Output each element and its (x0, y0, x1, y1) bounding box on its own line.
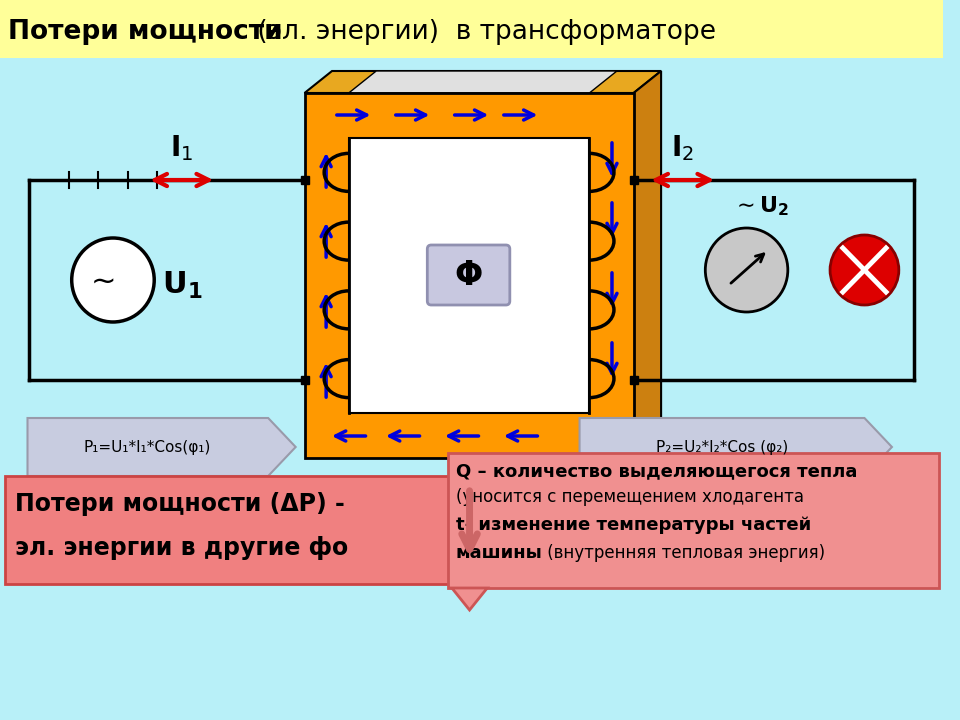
Circle shape (72, 238, 155, 322)
Text: P₂=U₂*I₂*Cos (φ₂): P₂=U₂*I₂*Cos (φ₂) (656, 439, 788, 454)
Text: ~: ~ (90, 268, 116, 297)
Polygon shape (452, 588, 488, 610)
Text: Потери мощности (ΔP) -: Потери мощности (ΔP) - (14, 492, 345, 516)
Polygon shape (304, 71, 661, 93)
Circle shape (706, 228, 788, 312)
Bar (448, 453, 939, 588)
Polygon shape (634, 71, 661, 458)
Text: (эл. энергии)  в трансформаторе: (эл. энергии) в трансформаторе (249, 19, 715, 45)
FancyBboxPatch shape (427, 245, 510, 305)
Polygon shape (28, 418, 296, 476)
Text: $\mathbf{U_1}$: $\mathbf{U_1}$ (162, 269, 203, 300)
Text: машины: машины (456, 544, 542, 562)
Text: t- изменение температуры частей: t- изменение температуры частей (456, 516, 811, 534)
Bar (5, 476, 453, 584)
Text: (внутренняя тепловая энергия): (внутренняя тепловая энергия) (542, 544, 826, 562)
Circle shape (830, 235, 899, 305)
Bar (0, 0, 943, 58)
Text: $\mathbf{I}_1$: $\mathbf{I}_1$ (170, 133, 193, 163)
Bar (348, 138, 589, 413)
Text: Q – количество выделяющегося тепла: Q – количество выделяющегося тепла (456, 462, 857, 480)
Text: $\sim\mathbf{U_2}$: $\sim\mathbf{U_2}$ (732, 194, 789, 218)
Bar (304, 93, 634, 458)
Text: (уносится с перемещением хлодагента: (уносится с перемещением хлодагента (456, 488, 804, 506)
Polygon shape (348, 71, 617, 93)
Text: P₁=U₁*I₁*Cos(φ₁): P₁=U₁*I₁*Cos(φ₁) (84, 439, 211, 454)
Text: эл. энергии в другие фо: эл. энергии в другие фо (14, 536, 348, 560)
Text: $\mathbf{I}_2$: $\mathbf{I}_2$ (671, 133, 694, 163)
Polygon shape (580, 418, 892, 476)
Text: Потери мощности: Потери мощности (8, 19, 282, 45)
Text: Φ: Φ (454, 258, 483, 292)
